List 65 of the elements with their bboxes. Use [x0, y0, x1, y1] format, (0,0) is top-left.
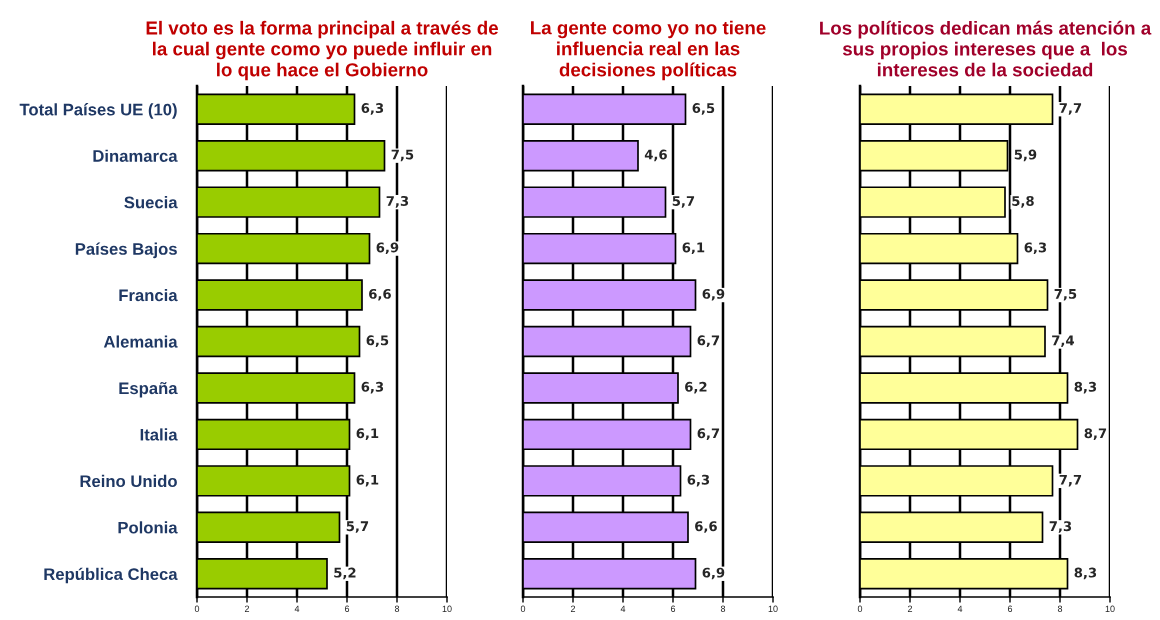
data-label: 7,5 [1054, 289, 1077, 301]
chart-title: El voto es la forma principal a través de la cual gente como yo puede influir en lo que hace el Gobierno [146, 20, 498, 81]
data-label: 5,2 [334, 567, 356, 580]
y-tick-label: Suecia [124, 196, 178, 209]
x-tick-label: 10 [1105, 605, 1115, 612]
x-tick-label: 10 [442, 605, 452, 612]
x-tick-label: 8 [394, 605, 400, 612]
x-tick-label: 4 [957, 605, 963, 612]
x-tick-label: 0 [520, 605, 526, 612]
data-label: 7,5 [391, 149, 414, 162]
data-label: 7,4 [1052, 335, 1075, 348]
x-tick-label: 6 [1007, 605, 1013, 612]
x-tick-label: 0 [857, 605, 863, 612]
data-label: 6,1 [356, 428, 379, 440]
data-label: 4,6 [644, 149, 667, 162]
data-label: 6,5 [692, 103, 715, 115]
y-tick-label: Italia [140, 428, 178, 441]
data-label: 8,3 [1074, 567, 1097, 580]
x-tick-label: 8 [1057, 605, 1063, 612]
y-tick-label: Países Bajos [75, 242, 177, 259]
data-label: 7,7 [1059, 474, 1082, 487]
x-tick-label: 8 [720, 605, 726, 612]
x-tick-label: 2 [570, 605, 576, 612]
y-tick-label: Total Países UE (10) [19, 103, 177, 119]
data-label: 5,7 [672, 196, 695, 208]
data-label: 7,3 [386, 195, 409, 208]
x-tick-label: 0 [194, 605, 200, 612]
data-label: 6,9 [702, 288, 725, 301]
y-tick-label: Francia [119, 289, 178, 302]
data-label: 6,9 [702, 567, 725, 580]
y-tick-label: Polonia [118, 521, 178, 534]
data-label: 6,6 [695, 521, 717, 533]
x-tick-label: 2 [244, 605, 250, 612]
chart-title: Los políticos dedican más atención a sus propios intereses que a los intereses de la sociedad [820, 20, 1152, 77]
y-tick-label: España [119, 381, 178, 398]
data-label: 6,9 [376, 242, 399, 255]
data-label: 6,6 [369, 288, 391, 301]
data-label: 6,1 [682, 242, 705, 255]
data-label: 7,3 [1049, 521, 1072, 533]
data-label: 6,2 [685, 381, 707, 394]
x-tick-label: 6 [670, 605, 676, 612]
x-tick-label: 4 [620, 605, 626, 612]
y-tick-label: Alemania [103, 335, 178, 348]
x-tick-label: 2 [907, 605, 913, 612]
data-label: 5,8 [1012, 195, 1034, 208]
data-label: 6,1 [356, 474, 379, 487]
data-label: 6,3 [1024, 242, 1047, 255]
data-label: 8,7 [1084, 428, 1107, 440]
y-tick-label: República Checa [44, 567, 178, 584]
data-label: 6,3 [361, 381, 384, 394]
data-label: 5,9 [1014, 149, 1037, 162]
y-tick-label: Reino Unido [80, 474, 177, 488]
data-label: 6,3 [361, 103, 384, 115]
x-tick-label: 6 [344, 605, 350, 612]
data-label: 6,7 [697, 428, 720, 440]
x-tick-label: 4 [294, 605, 300, 612]
data-label: 5,7 [346, 521, 369, 533]
x-tick-label: 10 [768, 605, 778, 612]
data-label: 7,7 [1059, 103, 1082, 115]
data-label: 6,3 [687, 474, 710, 487]
chart-title: La gente como yo no tiene influencia real en las decisiones políticas [531, 20, 766, 81]
y-tick-label: Dinamarca [93, 149, 178, 162]
data-label: 6,7 [697, 335, 720, 348]
data-label: 6,5 [366, 335, 389, 348]
data-label: 8,3 [1074, 381, 1097, 394]
